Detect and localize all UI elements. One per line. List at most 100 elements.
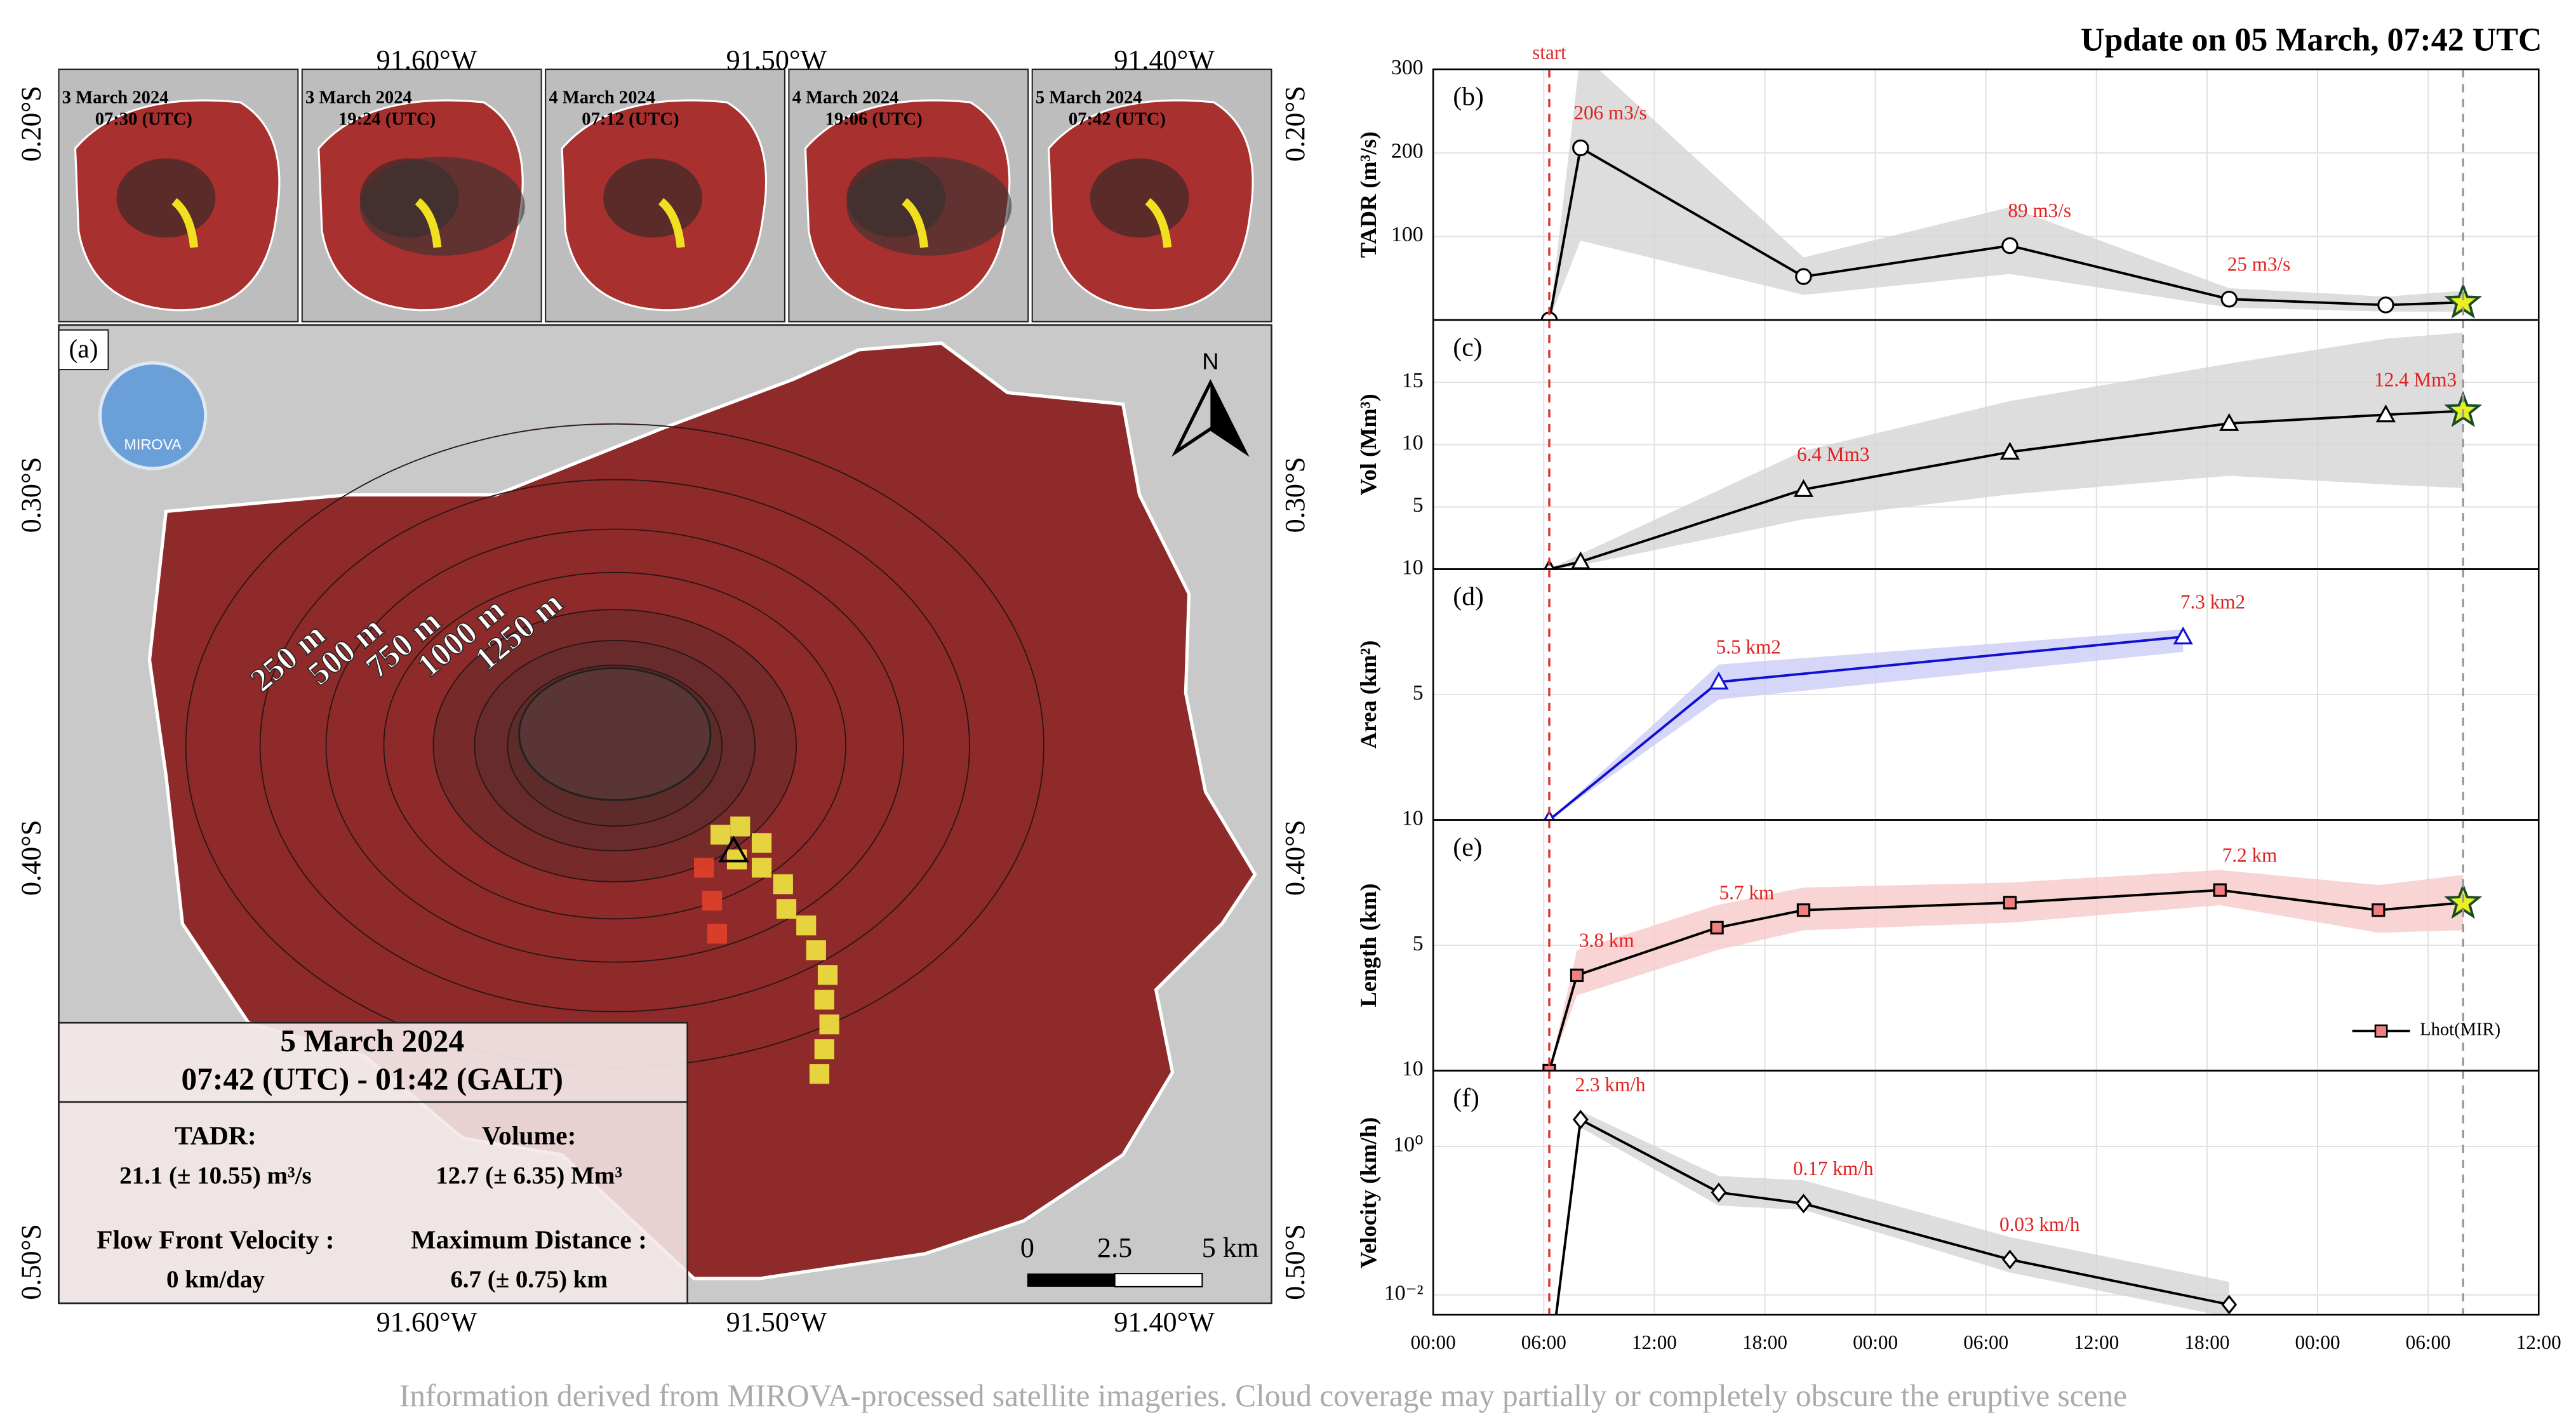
lat-label: 0.20°S: [1279, 86, 1311, 161]
x-tick-label: 00:00: [1411, 1331, 1456, 1353]
hot-pixel: [817, 965, 838, 985]
uncertainty-band: [1549, 629, 2184, 820]
point-marker: [2219, 413, 2239, 431]
hot-pixel: [814, 1039, 834, 1060]
panel-label-box: [58, 329, 109, 371]
y-tick-label: 5: [1413, 932, 1424, 955]
y-tick-label: 300: [1391, 56, 1424, 79]
y-tick-label: 200: [1391, 140, 1424, 163]
info-tadr: 21.1 (± 10.55) m³/s: [119, 1162, 312, 1189]
panel: 10 5 10 15 6.4 Mm3 12.4 Mm3 (c) Vol (Mm³): [1356, 319, 2540, 579]
hot-pixel: [819, 1014, 839, 1035]
point-marker: [1572, 1110, 1589, 1130]
thumbnail-date: 4 March 2024: [549, 88, 655, 107]
y-axis-label: Vol (Mm³): [1356, 394, 1381, 495]
thumbnail-flow: [658, 197, 685, 248]
y-axis-label: Velocity (km/h): [1356, 1117, 1381, 1268]
contour: [383, 571, 846, 920]
point-marker: [1711, 1182, 1727, 1202]
point-marker: [2377, 296, 2394, 314]
thumbnail-summit: [116, 158, 216, 238]
panel: 100 200 300 206 m3/s 89 m3/s 25 m3/s (b) TADR (…: [1356, 56, 2540, 321]
info-tadr-label: TADR:: [175, 1121, 257, 1150]
panel: 10⁰ 10⁻² 2.3 km/h 0.17 km/h 0.03 km/h (f) Velo…: [1356, 1070, 2540, 1316]
lat-label: 0.30°S: [1279, 457, 1311, 533]
thumbnail: 4 March 2024 19:06 (UTC): [788, 69, 1029, 322]
logo: [98, 361, 208, 470]
point-marker: [1795, 268, 1812, 285]
lon-label: 91.40°W: [1114, 44, 1215, 76]
lat-label: 0.40°S: [16, 820, 47, 896]
hot-pixel: [814, 990, 834, 1010]
x-tick-label: 18:00: [1742, 1331, 1787, 1353]
info-box: [58, 1101, 688, 1305]
panel-label: (d): [1453, 581, 1483, 611]
value-label: 6.4 Mm3: [1797, 443, 1869, 465]
value-label: 7.2 km: [2222, 844, 2278, 866]
lat-label: 0.30°S: [16, 457, 47, 533]
value-label: 12.4 Mm3: [2374, 368, 2457, 390]
x-tick-label: 18:00: [2184, 1331, 2229, 1353]
lon-label: 91.40°W: [1114, 1306, 1215, 1338]
point-marker: [2003, 896, 2017, 910]
thumbnail-flow: [415, 197, 442, 248]
point-marker: [2220, 290, 2238, 308]
info-velocity-label: Flow Front Velocity :: [97, 1225, 334, 1254]
hot-pixel: [796, 915, 817, 936]
thumbnail-flow: [1145, 197, 1172, 248]
x-tick-label: 06:00: [2406, 1331, 2451, 1353]
y-tick-label: 10⁻²: [1384, 1282, 1424, 1305]
panel-label: (b): [1453, 81, 1483, 111]
markers: [1540, 139, 2483, 321]
y-tick-label: 15: [1402, 369, 1424, 392]
info-velocity: 0 km/day: [166, 1266, 265, 1293]
y-axis-label: Area (km²): [1356, 641, 1381, 749]
point-marker: [2173, 626, 2193, 645]
info-time: 07:42 (UTC) - 01:42 (GALT): [182, 1061, 563, 1096]
x-tick-label: 00:00: [2295, 1331, 2340, 1353]
thumbnail-time: 19:24 (UTC): [338, 109, 436, 129]
north-label: N: [1202, 348, 1218, 374]
point-marker: [1710, 920, 1724, 935]
x-tick-label: 06:00: [1963, 1331, 2008, 1353]
point-marker: [2001, 237, 2019, 255]
y-tick-label: 10⁰: [1393, 1133, 1423, 1157]
scale-label: 2.5: [1097, 1232, 1132, 1263]
markers: [1543, 390, 2483, 569]
lon-label: 91.50°W: [726, 44, 827, 76]
point-marker: [2002, 1249, 2018, 1270]
hot-pixel: [751, 833, 772, 853]
footer: Information derived from MIROVA-processe…: [399, 1378, 2127, 1413]
thumbnail-cloud: [846, 156, 1012, 256]
hot-pixel: [710, 825, 731, 845]
hot-pixel: [730, 816, 751, 837]
x-tick-label: 00:00: [1853, 1331, 1898, 1353]
panel-label: (e): [1453, 832, 1482, 862]
point-marker: [2372, 903, 2386, 917]
y-tick-label: 10: [1402, 1057, 1424, 1080]
thumbnail: 3 March 2024 07:30 (UTC): [58, 69, 299, 322]
event-label: start: [1532, 41, 1566, 63]
y-tick-label: 10: [1402, 431, 1424, 455]
uncertainty-band: [1549, 870, 2464, 1071]
thumbnail-summit: [1090, 158, 1189, 238]
scale-label: 0: [1020, 1232, 1034, 1263]
y-tick-label: 5: [1413, 681, 1424, 705]
lat-label: 0.40°S: [1279, 820, 1311, 896]
scale-black: [1027, 1273, 1115, 1287]
contour: [325, 528, 904, 963]
thumbnail-flow: [171, 197, 199, 248]
thumbnail-summit: [603, 158, 702, 238]
point-marker: [1796, 1193, 1812, 1214]
hot-pixel: [702, 891, 723, 911]
logo-text: MIROVA: [124, 436, 182, 453]
thumbnail-time: 07:42 (UTC): [1069, 109, 1166, 129]
info-volume-label: Volume:: [482, 1121, 577, 1150]
value-label: 7.3 km2: [2180, 590, 2245, 613]
hot-pixel: [806, 940, 826, 960]
value-label: 206 m3/s: [1574, 102, 1647, 124]
value-label: 89 m3/s: [2008, 199, 2071, 222]
point-marker: [2221, 1294, 2238, 1315]
lon-label: 91.60°W: [377, 44, 477, 76]
